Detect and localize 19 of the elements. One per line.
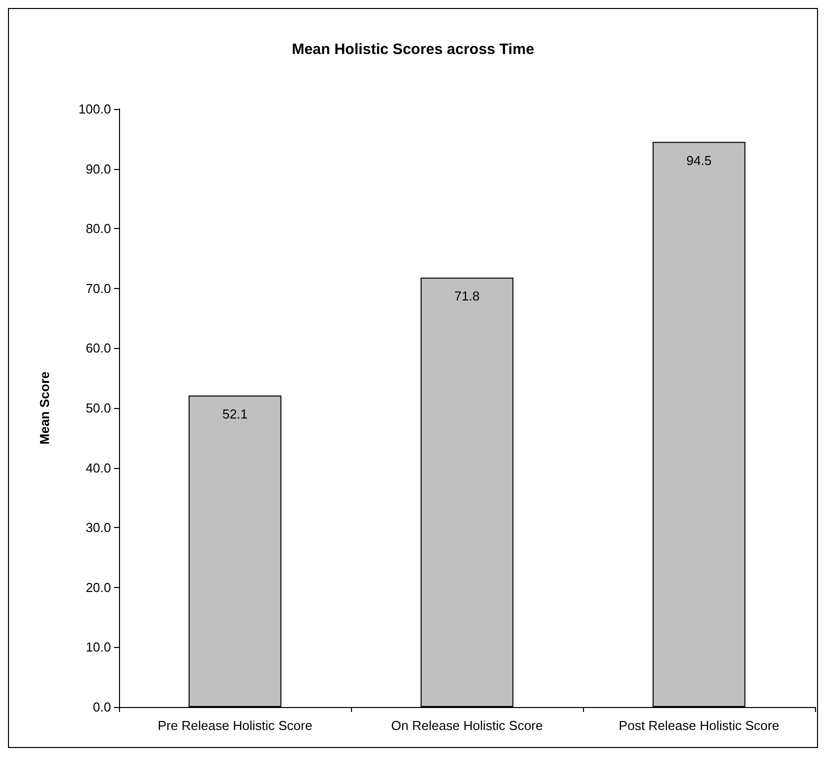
x-tick-label: Post Release Holistic Score xyxy=(618,718,780,733)
chart-title: Mean Holistic Scores across Time xyxy=(292,41,534,58)
y-tick-label: 50.0 xyxy=(86,400,111,416)
y-tick-label: 100.0 xyxy=(78,102,111,116)
y-tick-label: 40.0 xyxy=(86,460,111,476)
data-label: 52.1 xyxy=(222,406,248,422)
y-tick-label: 0.0 xyxy=(92,700,111,714)
y-tick-label: 20.0 xyxy=(86,580,111,595)
data-label: 94.5 xyxy=(686,152,712,168)
y-tick-label: 60.0 xyxy=(86,340,111,356)
y-tick-label: 90.0 xyxy=(86,161,111,176)
y-tick-label: 80.0 xyxy=(86,221,111,236)
y-tick-label: 70.0 xyxy=(86,280,111,296)
y-tick-label: 30.0 xyxy=(86,520,111,536)
data-label: 71.8 xyxy=(454,288,480,304)
x-tick-label: On Release Holistic Score xyxy=(391,718,543,733)
y-tick-label: 10.0 xyxy=(86,640,111,655)
y-axis-title: Mean Score xyxy=(37,372,52,444)
x-tick-label: Pre Release Holistic Score xyxy=(158,718,312,733)
